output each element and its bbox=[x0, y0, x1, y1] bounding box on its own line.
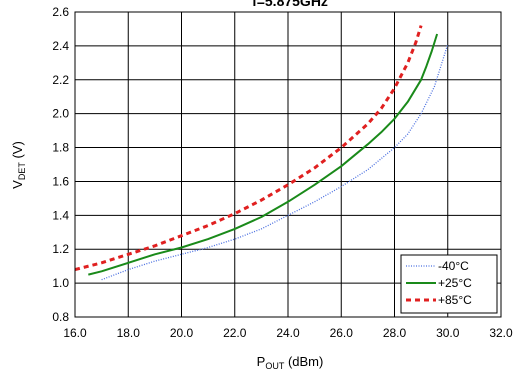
x-tick-label: 22.0 bbox=[223, 326, 247, 340]
x-tick-label: 28.0 bbox=[383, 326, 407, 340]
x-tick-label: 24.0 bbox=[276, 326, 300, 340]
x-axis-label-tail: (dBm) bbox=[284, 354, 323, 369]
series-lines bbox=[74, 25, 449, 281]
y-axis-label-main: V bbox=[10, 180, 25, 189]
x-tick-label: 20.0 bbox=[170, 326, 194, 340]
legend-label: +25°C bbox=[438, 276, 472, 290]
x-axis-label-main: P bbox=[257, 354, 266, 369]
x-tick-label: 16.0 bbox=[63, 326, 87, 340]
series-line bbox=[88, 33, 439, 276]
series-line bbox=[74, 25, 423, 272]
y-tick-label: 1.2 bbox=[52, 242, 69, 256]
x-tick-label: 32.0 bbox=[489, 326, 513, 340]
legend-label: +85°C bbox=[438, 293, 472, 307]
y-tick-label: 1.4 bbox=[52, 208, 69, 222]
y-axis-label-tail: (V) bbox=[10, 141, 25, 162]
y-tick-label: 2.0 bbox=[52, 107, 69, 121]
legend: -40°C +25°C +85°C bbox=[400, 254, 498, 314]
y-tick-labels: 0.8 1.0 1.2 1.4 1.6 1.8 2.0 2.2 2.4 2.6 bbox=[52, 5, 69, 324]
y-tick-label: 2.2 bbox=[52, 73, 69, 87]
y-tick-label: 1.8 bbox=[52, 141, 69, 155]
y-tick-label: 1.0 bbox=[52, 276, 69, 290]
y-tick-label: 0.8 bbox=[52, 310, 69, 324]
x-tick-label: 30.0 bbox=[436, 326, 460, 340]
y-axis-label: VDET (V) bbox=[10, 141, 27, 189]
y-axis-label-sub: DET bbox=[17, 162, 27, 181]
plot-frame bbox=[74, 11, 502, 318]
x-tick-label: 26.0 bbox=[330, 326, 354, 340]
y-tick-label: 2.6 bbox=[52, 5, 69, 19]
series-line bbox=[101, 44, 449, 281]
x-tick-labels: 16.0 18.0 20.0 22.0 24.0 26.0 28.0 30.0 32.0 bbox=[63, 326, 513, 340]
x-axis-label-sub: OUT bbox=[265, 361, 285, 371]
y-tick-label: 2.4 bbox=[52, 39, 69, 53]
y-tick-label: 1.6 bbox=[52, 174, 69, 188]
x-tick-label: 18.0 bbox=[117, 326, 141, 340]
chart-title: f=5.875GHz bbox=[252, 0, 328, 9]
legend-label: -40°C bbox=[438, 259, 469, 273]
x-axis-label: POUT (dBm) bbox=[257, 354, 324, 371]
